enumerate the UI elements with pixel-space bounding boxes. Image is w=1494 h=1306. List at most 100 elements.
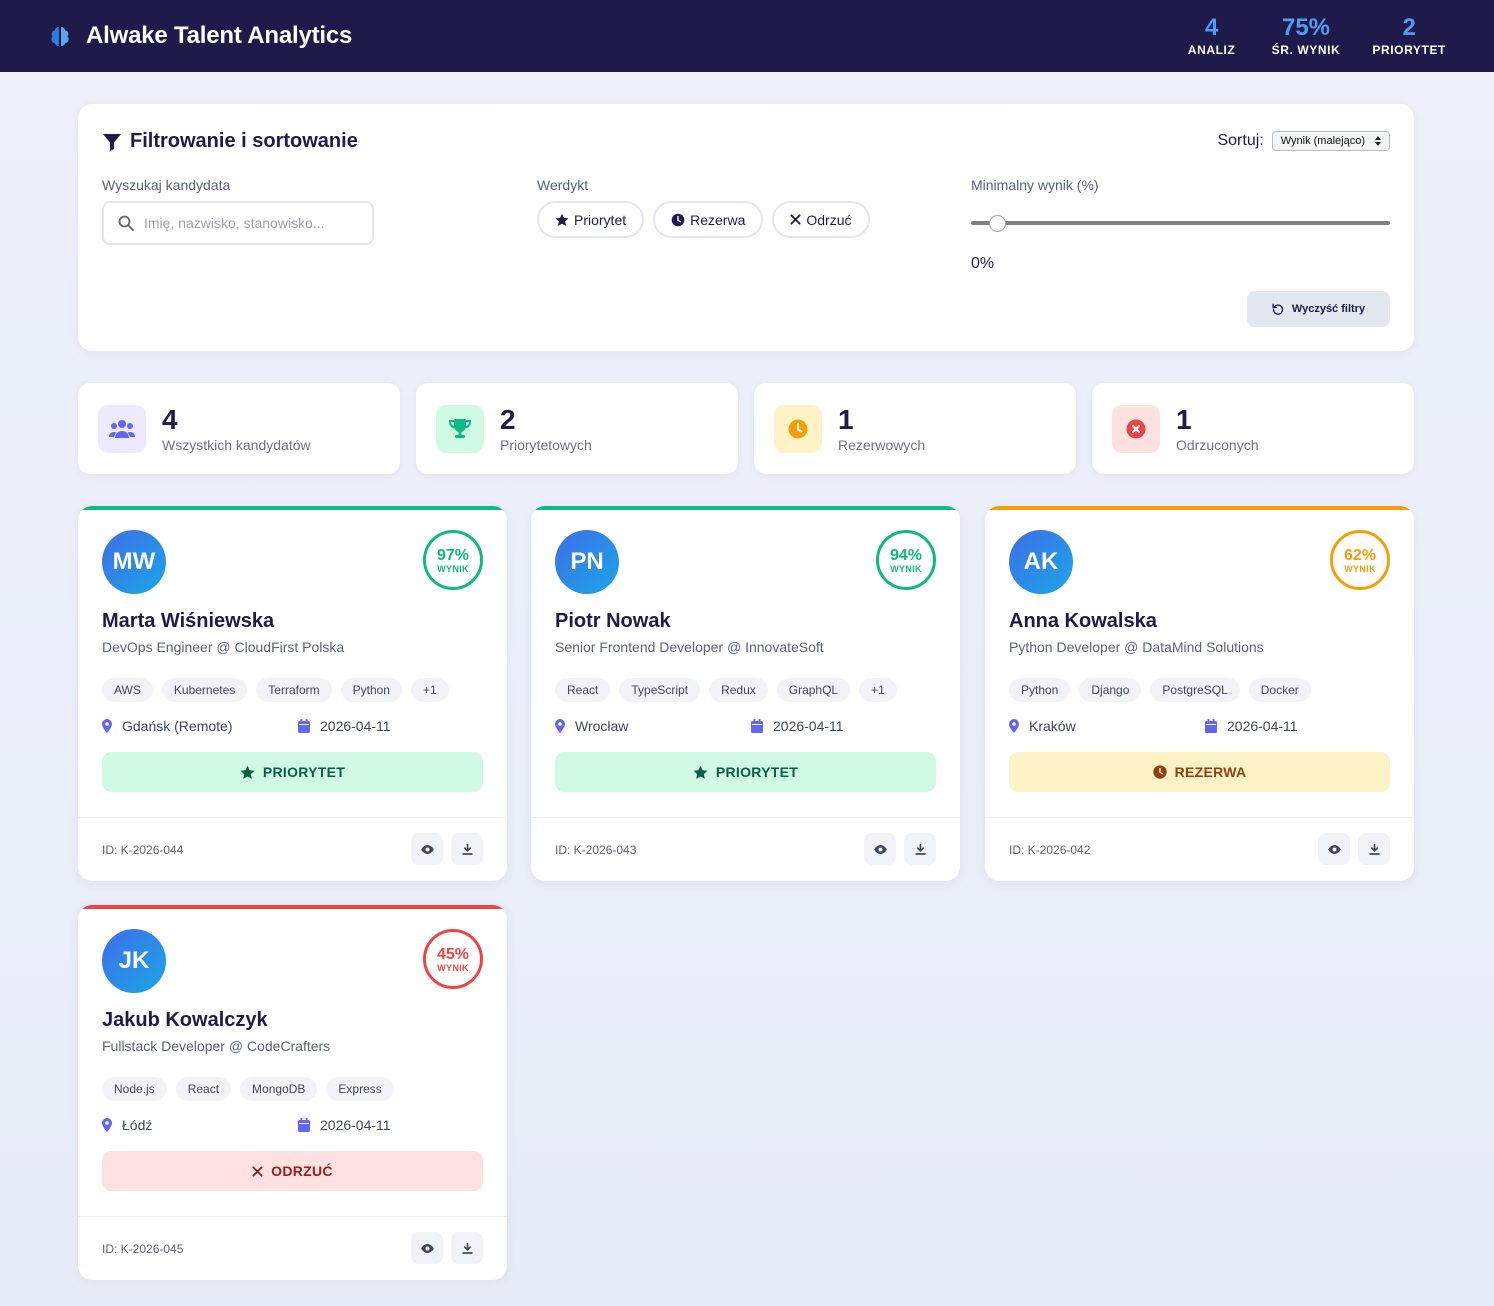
download-icon bbox=[914, 843, 926, 855]
header-stat-value: 4 bbox=[1204, 14, 1219, 41]
calendar-icon bbox=[298, 1118, 310, 1132]
skill-tag: React bbox=[555, 678, 611, 702]
card-accent-bar bbox=[531, 506, 960, 510]
brain-icon bbox=[51, 27, 69, 46]
min-score-slider[interactable] bbox=[971, 214, 1390, 232]
card-divider bbox=[78, 1216, 507, 1217]
slider-thumb[interactable] bbox=[989, 215, 1006, 232]
card-actions bbox=[864, 833, 936, 865]
star-icon bbox=[693, 765, 708, 779]
card-divider bbox=[531, 817, 960, 818]
skill-tag: Django bbox=[1079, 678, 1142, 702]
min-score-label: Minimalny wynik (%) bbox=[971, 177, 1099, 193]
view-button[interactable] bbox=[411, 833, 443, 865]
score-value: 94% bbox=[889, 546, 923, 564]
search-label: Wyszukaj kandydata bbox=[102, 177, 231, 193]
candidate-id: ID: K-2026-042 bbox=[1009, 843, 1091, 857]
x-circle-icon bbox=[1112, 404, 1160, 453]
candidate-name: Piotr Nowak bbox=[555, 610, 671, 632]
date-text: 2026-04-11 bbox=[1227, 718, 1298, 734]
clear-filters-button[interactable]: Wyczyść filtry bbox=[1247, 291, 1390, 327]
score-value: 97% bbox=[436, 546, 470, 564]
skill-tag: Python bbox=[340, 678, 402, 702]
skill-tag: Express bbox=[326, 1077, 394, 1101]
skill-tag: Kubernetes bbox=[161, 678, 248, 702]
reset-icon bbox=[1272, 303, 1284, 315]
card-accent-bar bbox=[985, 506, 1414, 510]
users-icon bbox=[98, 404, 146, 453]
filter-panel-title: Filtrowanie i sortowanie bbox=[102, 130, 358, 153]
chip-label: Odrzuć bbox=[806, 211, 852, 228]
skill-tags: AWS Kubernetes Terraform Python +1 bbox=[102, 678, 449, 702]
sort-control: Sortuj: Wynik (malejąco) bbox=[1217, 131, 1390, 151]
min-score-value: 0% bbox=[971, 255, 995, 272]
candidate-card[interactable]: MW 97% WYNIK Marta Wiśniewska DevOps Eng… bbox=[78, 506, 507, 881]
header-stat-priority: 2 PRIORYTET bbox=[1372, 15, 1446, 58]
candidate-id: ID: K-2026-043 bbox=[555, 843, 637, 857]
eye-icon bbox=[420, 844, 434, 854]
header-stats: 4 ANALIZ 75% ŚR. WYNIK 2 PRIORYTET bbox=[1184, 14, 1446, 58]
card-actions bbox=[411, 833, 483, 865]
filter-title-text: Filtrowanie i sortowanie bbox=[130, 130, 358, 152]
candidate-role: Senior Frontend Developer @ InnovateSoft bbox=[555, 639, 824, 655]
download-icon bbox=[461, 843, 473, 855]
location: Gdańsk (Remote) bbox=[102, 718, 232, 734]
sort-select[interactable]: Wynik (malejąco) bbox=[1271, 131, 1390, 151]
score-value: 62% bbox=[1343, 546, 1377, 564]
candidate-name: Marta Wiśniewska bbox=[102, 610, 275, 632]
skill-tags: Python Django PostgreSQL Docker bbox=[1009, 678, 1311, 702]
candidate-card[interactable]: AK 62% WYNIK Anna Kowalska Python Develo… bbox=[985, 506, 1414, 881]
view-button[interactable] bbox=[1318, 833, 1350, 865]
score-word: WYNIK bbox=[437, 563, 469, 574]
verdict-text: REZERWA bbox=[1174, 764, 1247, 780]
header-stat-label: ANALIZ bbox=[1187, 43, 1236, 57]
clear-filters-label: Wyczyść filtry bbox=[1291, 303, 1366, 315]
map-pin-icon bbox=[102, 719, 112, 733]
score-word: WYNIK bbox=[437, 962, 469, 973]
calendar-icon bbox=[751, 719, 763, 733]
skill-tag: Docker bbox=[1248, 678, 1311, 702]
date: 2026-04-11 bbox=[298, 1117, 391, 1133]
download-button[interactable] bbox=[451, 833, 483, 865]
location: Wrocław bbox=[555, 718, 628, 734]
verdict-badge: PRIORYTET bbox=[555, 752, 936, 792]
skill-tag: Node.js bbox=[102, 1077, 167, 1101]
header-stat-label: PRIORYTET bbox=[1372, 43, 1446, 57]
avatar: PN bbox=[555, 530, 619, 594]
chip-priority[interactable]: Priorytet bbox=[537, 201, 645, 238]
chip-label: Rezerwa bbox=[690, 211, 746, 228]
select-arrows-icon bbox=[1375, 136, 1381, 146]
score-value: 45% bbox=[436, 945, 470, 963]
skill-tags: Node.js React MongoDB Express bbox=[102, 1077, 394, 1101]
date: 2026-04-11 bbox=[751, 718, 844, 734]
view-button[interactable] bbox=[411, 1232, 443, 1264]
download-button[interactable] bbox=[1358, 833, 1390, 865]
skill-tag: Terraform bbox=[256, 678, 332, 702]
download-button[interactable] bbox=[451, 1232, 483, 1264]
filter-icon bbox=[103, 133, 121, 151]
download-icon bbox=[461, 1242, 473, 1254]
sort-selected-value: Wynik (malejąco) bbox=[1280, 135, 1365, 147]
skill-tag: Redux bbox=[709, 678, 768, 702]
summary-label: Priorytetowych bbox=[500, 436, 592, 453]
skill-tag: PostgreSQL bbox=[1150, 678, 1240, 702]
candidate-id: ID: K-2026-045 bbox=[102, 1242, 184, 1256]
card-accent-bar bbox=[78, 905, 507, 909]
skill-tag: AWS bbox=[102, 678, 153, 702]
calendar-icon bbox=[1205, 719, 1217, 733]
filter-panel: Filtrowanie i sortowanie Sortuj: Wynik (… bbox=[78, 104, 1414, 351]
chip-reject[interactable]: Odrzuć bbox=[772, 201, 870, 238]
candidate-card[interactable]: JK 45% WYNIK Jakub Kowalczyk Fullstack D… bbox=[78, 905, 507, 1280]
search-input[interactable]: Imię, nazwisko, stanowisko... bbox=[102, 201, 374, 245]
date-text: 2026-04-11 bbox=[320, 718, 391, 734]
chip-reserve[interactable]: Rezerwa bbox=[653, 201, 764, 238]
eye-icon bbox=[1327, 844, 1341, 854]
candidate-card[interactable]: PN 94% WYNIK Piotr Nowak Senior Frontend… bbox=[531, 506, 960, 881]
view-button[interactable] bbox=[864, 833, 896, 865]
header-stat-average: 75% ŚR. WYNIK bbox=[1272, 15, 1341, 58]
date: 2026-04-11 bbox=[1205, 718, 1298, 734]
download-button[interactable] bbox=[904, 833, 936, 865]
candidate-role: Fullstack Developer @ CodeCrafters bbox=[102, 1038, 331, 1054]
date: 2026-04-11 bbox=[298, 718, 391, 734]
location-text: Wrocław bbox=[575, 718, 629, 734]
